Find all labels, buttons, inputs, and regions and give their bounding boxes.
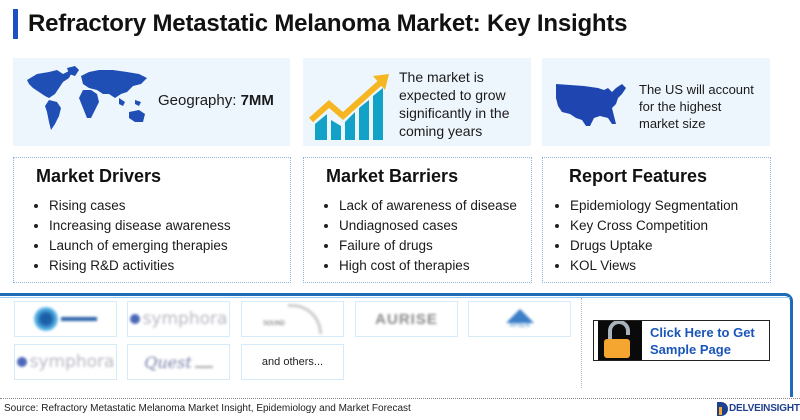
list-item-text: Lack of awareness of disease xyxy=(339,198,517,213)
bullet-icon xyxy=(324,264,328,268)
list-item-text: Key Cross Competition xyxy=(570,218,709,233)
growth-text: The market is expected to grow significa… xyxy=(399,69,510,139)
and-others-tile: and others... xyxy=(241,344,344,380)
get-sample-page-button[interactable]: Click Here to Get Sample Page xyxy=(593,320,770,361)
list-item: Rising R&D activities xyxy=(34,256,231,276)
cta-label[interactable]: Click Here to Get Sample Page xyxy=(642,321,755,360)
page-title: Refractory Metastatic Melanoma Market: K… xyxy=(28,10,628,37)
list-item-text: Epidemiology Segmentation xyxy=(570,198,739,213)
bullet-icon xyxy=(34,224,38,228)
list-item-text: Rising R&D activities xyxy=(49,258,175,273)
symphora-logo-icon: symphora xyxy=(129,309,227,329)
us-market-text: The US will account for the highest mark… xyxy=(639,82,754,131)
aurise-logo-icon: AURISE xyxy=(375,310,438,328)
delveinsight-logo: DELVEINSIGHT xyxy=(716,400,800,417)
list-item: Drugs Uptake xyxy=(555,236,738,256)
company-logo: symphora xyxy=(14,344,117,380)
company-logo: Quest xyxy=(127,344,230,380)
market-barriers-box: Market Barriers Lack of awareness of dis… xyxy=(303,157,532,283)
list-item-text: KOL Views xyxy=(570,258,637,273)
insight-us-market: The US will account for the highest mark… xyxy=(542,58,770,146)
bullet-icon xyxy=(34,264,38,268)
report-features-box: Report Features Epidemiology Segmentatio… xyxy=(542,157,771,283)
list-item: Key Cross Competition xyxy=(555,216,738,236)
source-text: Source: Refractory Metastatic Melanoma M… xyxy=(4,403,411,414)
report-features-title: Report Features xyxy=(569,166,708,186)
sound-logo-icon: SOUND xyxy=(263,304,322,334)
footer-divider xyxy=(0,398,800,399)
apsen-logo-icon: APSEN xyxy=(505,309,534,329)
company-logo: SOUND xyxy=(241,301,344,337)
bullet-icon xyxy=(555,264,559,268)
bullet-icon xyxy=(324,244,328,248)
bullet-icon xyxy=(324,224,328,228)
list-item: High cost of therapies xyxy=(324,256,517,276)
list-item-text: Drugs Uptake xyxy=(570,238,653,253)
oncomyx-logo-icon xyxy=(34,307,97,331)
company-logo: symphora xyxy=(127,301,230,337)
bullet-icon xyxy=(555,224,559,228)
report-features-list: Epidemiology Segmentation Key Cross Comp… xyxy=(555,196,738,276)
bullet-icon xyxy=(34,204,38,208)
cta-label-line2: Sample Page xyxy=(650,342,731,357)
market-barriers-list: Lack of awareness of disease Undiagnosed… xyxy=(324,196,517,276)
list-item: Epidemiology Segmentation xyxy=(555,196,738,216)
cta-label-line1: Click Here to Get xyxy=(650,325,755,340)
quest-logo-icon: Quest xyxy=(144,353,213,372)
bullet-icon xyxy=(555,204,559,208)
insight-geography: Geography: 7MM xyxy=(13,58,290,146)
geography-value: 7MM xyxy=(240,92,274,109)
us-map-icon xyxy=(556,84,626,126)
market-drivers-title: Market Drivers xyxy=(36,166,162,186)
world-map-icon xyxy=(27,66,147,130)
list-item-text: Undiagnosed cases xyxy=(339,218,458,233)
list-item: Failure of drugs xyxy=(324,236,517,256)
company-logo: AURISE xyxy=(355,301,458,337)
growth-chart-icon xyxy=(309,74,389,140)
company-logo: APSEN xyxy=(468,301,571,337)
list-item-text: Increasing disease awareness xyxy=(49,218,231,233)
market-barriers-title: Market Barriers xyxy=(326,166,459,186)
list-item: Launch of emerging therapies xyxy=(34,236,231,256)
list-item: Rising cases xyxy=(34,196,231,216)
delveinsight-d-icon xyxy=(717,401,728,416)
list-item-text: Failure of drugs xyxy=(339,238,433,253)
and-others-label: and others... xyxy=(261,356,324,368)
bullet-icon xyxy=(555,244,559,248)
insight-growth: The market is expected to grow significa… xyxy=(303,58,531,146)
section-divider xyxy=(581,298,582,388)
list-item: KOL Views xyxy=(555,256,738,276)
list-item: Lack of awareness of disease xyxy=(324,196,517,216)
list-item-text: Rising cases xyxy=(49,198,126,213)
symphora-logo-icon: symphora xyxy=(16,352,114,372)
geography-label: Geography: xyxy=(158,92,241,109)
list-item-text: Launch of emerging therapies xyxy=(49,238,228,253)
title-accent-bar xyxy=(13,9,18,39)
list-item: Undiagnosed cases xyxy=(324,216,517,236)
bullet-icon xyxy=(324,204,328,208)
companies-section-frame xyxy=(0,293,793,397)
list-item: Increasing disease awareness xyxy=(34,216,231,236)
market-drivers-list: Rising cases Increasing disease awarenes… xyxy=(34,196,231,276)
geography-text: Geography: 7MM xyxy=(158,92,274,110)
market-drivers-box: Market Drivers Rising cases Increasing d… xyxy=(13,157,291,283)
list-item-text: High cost of therapies xyxy=(339,258,470,273)
page-header: Refractory Metastatic Melanoma Market: K… xyxy=(13,9,628,39)
bullet-icon xyxy=(34,244,38,248)
company-logo xyxy=(14,301,117,337)
unlocked-padlock-icon xyxy=(598,321,642,360)
brand-name: DELVEINSIGHT xyxy=(729,403,800,414)
